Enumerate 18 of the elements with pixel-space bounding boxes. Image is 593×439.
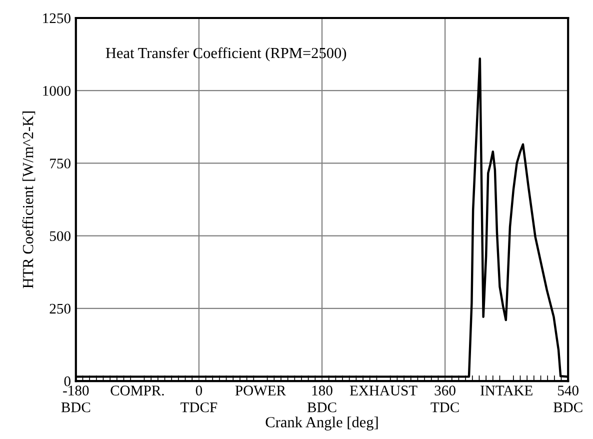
x-tick-label: -180 BDC [61, 386, 90, 412]
x-tick-label: COMPR. [110, 386, 164, 396]
y-axis-title: HTR Coefficient [W/m^2-K] [22, 112, 36, 288]
y-tick-label: 250 [50, 304, 70, 314]
x-tick-label: 180 BDC [307, 386, 336, 412]
x-tick-label: 540 BDC [554, 386, 582, 412]
x-tick-label: INTAKE [480, 386, 532, 396]
x-tick-label: 360 TDC [430, 386, 459, 412]
x-tick-label: 0 TDCF [180, 386, 218, 412]
text: Heat Transfer Coefficient (RPM=2500) [106, 47, 346, 62]
y-tick-label: 0 [64, 376, 70, 386]
y-tick-label: 500 [50, 231, 70, 242]
y-tick-label: 1000 [43, 86, 70, 96]
x-tick-label: POWER [235, 386, 286, 396]
x-axis-title: Crank Angle [deg] [266, 416, 378, 430]
x-tick-label: EXHAUST [350, 386, 418, 396]
y-tick-label: 1250 [43, 13, 70, 24]
y-tick-label: 750 [50, 158, 70, 168]
